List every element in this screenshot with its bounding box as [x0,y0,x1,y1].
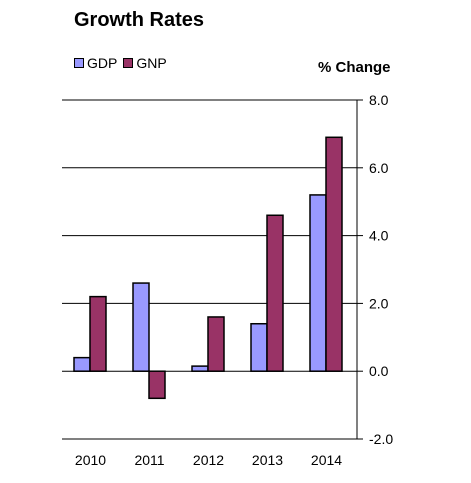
y-tick-label: 2.0 [369,295,389,311]
legend-label-gnp: GNP [136,55,167,71]
bar-gnp [207,316,225,372]
legend-item-gnp: GNP [123,55,167,71]
bar-gdp [309,194,327,372]
legend-swatch-gdp [74,58,84,68]
chart-title: Growth Rates [74,9,205,31]
x-tick-label: 2012 [193,452,224,468]
bar-gdp [250,322,268,372]
x-tick-label: 2011 [134,452,164,468]
bar-gnp [325,136,343,372]
legend-item-gdp: GDP [74,55,117,71]
y-tick-label: -2.0 [369,431,393,447]
x-tick-label: 2013 [252,452,283,468]
y-tick-label: 6.0 [369,160,389,176]
x-tick-label: 2010 [75,452,106,468]
y-tick-label: 8.0 [369,92,389,108]
x-tick-label: 2014 [311,452,342,468]
bar-gnp [266,214,284,372]
legend: GDP GNP [74,55,173,71]
bar-gdp [191,365,209,372]
y-tick-label: 0.0 [369,363,389,379]
legend-label-gdp: GDP [87,55,118,71]
legend-swatch-gnp [123,58,134,68]
bar-gdp [132,282,150,372]
y-tick-label: 4.0 [369,228,389,244]
y-axis-title: % Change [318,59,391,76]
bar-gnp [148,370,166,400]
bar-gdp [73,356,91,372]
bar-gnp [89,295,107,372]
